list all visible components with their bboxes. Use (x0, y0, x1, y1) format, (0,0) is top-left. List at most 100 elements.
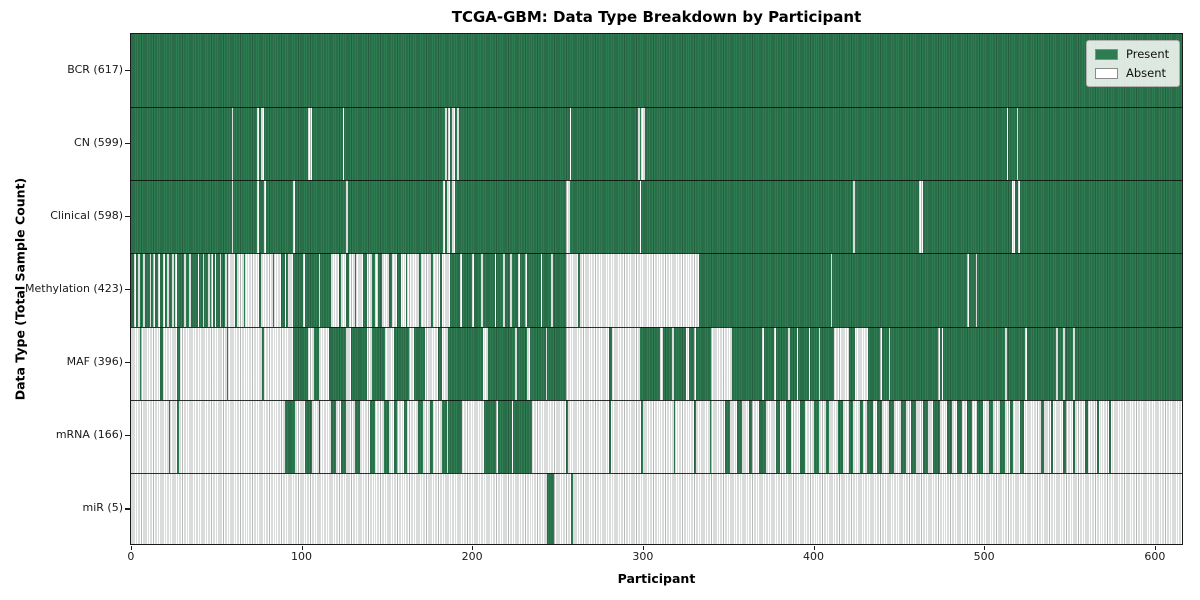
absent-segment (637, 107, 640, 181)
absent-segment (180, 326, 227, 400)
absent-segment (1073, 326, 1075, 400)
absent-segment (545, 326, 548, 400)
present-segment (977, 399, 983, 473)
absent-segment (639, 180, 642, 254)
absent-segment (228, 253, 236, 327)
present-segment (813, 399, 819, 473)
row-separator (131, 399, 1182, 401)
present-segment (284, 399, 295, 473)
present-segment (168, 399, 171, 473)
absent-segment (366, 326, 372, 400)
absent-segment (672, 326, 674, 400)
present-segment (441, 399, 447, 473)
absent-segment (197, 253, 200, 327)
absent-segment (472, 253, 475, 327)
y-tick-label-clinical: Clinical (598) (50, 208, 123, 222)
present-segment (1020, 399, 1024, 473)
present-segment (1073, 399, 1075, 473)
absent-segment (441, 326, 449, 400)
y-tick-label-maf: MAF (396) (66, 355, 123, 369)
absent-segment (303, 253, 306, 327)
absent-segment (231, 180, 234, 254)
present-segment (393, 399, 398, 473)
present-segment (888, 399, 894, 473)
present-segment (547, 472, 555, 544)
absent-segment (340, 253, 347, 327)
absent-segment (293, 180, 295, 254)
row-mir (131, 472, 1182, 544)
absent-segment (433, 253, 440, 327)
present-segment (1040, 399, 1045, 473)
absent-segment (711, 326, 732, 400)
absent-segment (443, 180, 446, 254)
absent-segment (245, 253, 259, 327)
row-methylation (131, 253, 1182, 327)
absent-segment (852, 180, 855, 254)
legend: Present Absent (1086, 40, 1181, 87)
absent-segment (1011, 180, 1016, 254)
absent-segment (264, 180, 266, 254)
absent-segment (166, 253, 169, 327)
y-tick-mark (125, 69, 130, 71)
row-clinical (131, 180, 1182, 254)
y-tick-label-cn: CN (599) (74, 135, 123, 149)
y-tick-label-mrna: mRNA (166) (55, 428, 123, 442)
present-segment (967, 399, 973, 473)
absent-segment (163, 253, 166, 327)
absent-segment (308, 107, 312, 181)
absent-segment (131, 326, 140, 400)
present-segment (825, 399, 829, 473)
absent-segment (540, 253, 543, 327)
x-tick-label-200: 200 (461, 550, 483, 563)
present-segment (429, 399, 434, 473)
legend-swatch-absent (1095, 67, 1118, 79)
absent-segment (566, 326, 609, 400)
present-segment (837, 399, 843, 473)
absent-segment (808, 326, 811, 400)
absent-segment (424, 326, 439, 400)
y-tick-label-mir: miR (5) (82, 501, 124, 515)
absent-segment (526, 326, 531, 400)
present-segment (736, 399, 742, 473)
x-tick-mark (642, 546, 645, 550)
absent-segment (257, 180, 259, 254)
absent-segment (569, 107, 572, 181)
absent-segment (525, 253, 527, 327)
absent-segment (579, 253, 700, 327)
row-mrna (131, 399, 1182, 473)
present-segment (383, 399, 389, 473)
absent-segment (264, 326, 294, 400)
x-tick-mark (130, 546, 133, 550)
absent-segment (381, 253, 389, 327)
present-segment (571, 472, 574, 544)
absent-segment (142, 253, 145, 327)
present-segment (448, 399, 463, 473)
absent-segment (919, 180, 923, 254)
absent-segment (480, 253, 483, 327)
present-segment (957, 399, 963, 473)
absent-segment (288, 253, 294, 327)
absent-segment (975, 253, 978, 327)
absent-segment (207, 253, 210, 327)
absent-segment (134, 253, 137, 327)
absent-segment (566, 180, 570, 254)
y-tick-label-bcr: BCR (617) (67, 62, 123, 76)
absent-segment (445, 107, 447, 181)
present-segment (859, 399, 864, 473)
absent-segment (880, 326, 882, 400)
present-segment (922, 399, 928, 473)
absent-segment (236, 253, 244, 327)
absent-segment (375, 253, 379, 327)
absent-segment (346, 326, 352, 400)
row-separator (131, 107, 1182, 109)
present-segment (497, 399, 512, 473)
row-maf (131, 326, 1182, 400)
present-segment (866, 399, 874, 473)
absent-segment (153, 253, 155, 327)
present-segment (800, 399, 806, 473)
present-segment (673, 399, 676, 473)
absent-segment (137, 253, 140, 327)
absent-segment (141, 326, 160, 400)
absent-segment (171, 253, 174, 327)
present-segment (1096, 399, 1099, 473)
